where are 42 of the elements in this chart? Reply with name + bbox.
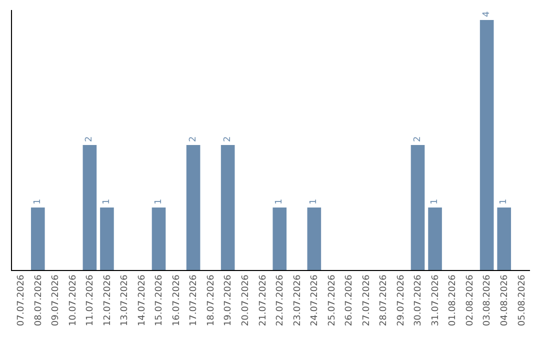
x-tick-label: 04.08.2026 — [500, 274, 510, 326]
x-tick-label: 25.07.2026 — [327, 274, 338, 326]
data-label: 1 — [499, 198, 510, 204]
x-tick-label: 14.07.2026 — [137, 274, 148, 326]
x-tick-label: 24.07.2026 — [310, 274, 320, 326]
x-tick-label: 23.07.2026 — [292, 274, 303, 326]
x-tick-label: 26.07.2026 — [344, 274, 355, 326]
x-tick-label: 10.07.2026 — [68, 274, 78, 326]
data-label: 2 — [412, 136, 423, 142]
data-label: 1 — [274, 198, 285, 204]
x-tick-label: 20.07.2026 — [241, 274, 252, 326]
x-tick-label: 31.07.2026 — [430, 274, 441, 326]
data-label: 2 — [188, 136, 198, 142]
x-tick-label: 16.07.2026 — [172, 274, 182, 326]
x-tick-label: 15.07.2026 — [154, 274, 165, 326]
data-label: 1 — [32, 198, 43, 204]
data-label: 2 — [222, 136, 233, 142]
x-tick-label: 17.07.2026 — [189, 274, 200, 326]
x-tick-label: 30.07.2026 — [414, 274, 424, 326]
data-label: 1 — [430, 198, 440, 204]
x-tick-label: 02.08.2026 — [465, 274, 476, 326]
data-label: 4 — [482, 11, 492, 17]
data-label: 1 — [102, 198, 112, 204]
x-tick-label: 18.07.2026 — [206, 274, 216, 326]
x-tick-label: 19.07.2026 — [224, 274, 234, 326]
x-tick-label: 12.07.2026 — [102, 274, 113, 326]
x-tick-label: 09.07.2026 — [51, 274, 62, 326]
data-label: 2 — [84, 136, 95, 142]
x-tick-label: 05.08.2026 — [517, 274, 528, 326]
data-label: 1 — [154, 198, 164, 204]
x-tick-label: 07.07.2026 — [16, 274, 27, 326]
x-tick-label: 28.07.2026 — [379, 274, 390, 326]
data-label: 1 — [309, 198, 320, 204]
x-tick-label: 13.07.2026 — [120, 274, 130, 326]
x-tick-label: 22.07.2026 — [276, 274, 286, 326]
x-tick-label: 01.08.2026 — [448, 274, 458, 326]
x-tick-label: 03.08.2026 — [482, 274, 493, 326]
x-tick-label: 27.07.2026 — [362, 274, 372, 326]
x-tick-label: 29.07.2026 — [396, 274, 406, 326]
x-tick-label: 21.07.2026 — [258, 274, 268, 326]
x-tick-label: 11.07.2026 — [86, 274, 96, 326]
x-tick-label: 08.07.2026 — [34, 274, 44, 326]
